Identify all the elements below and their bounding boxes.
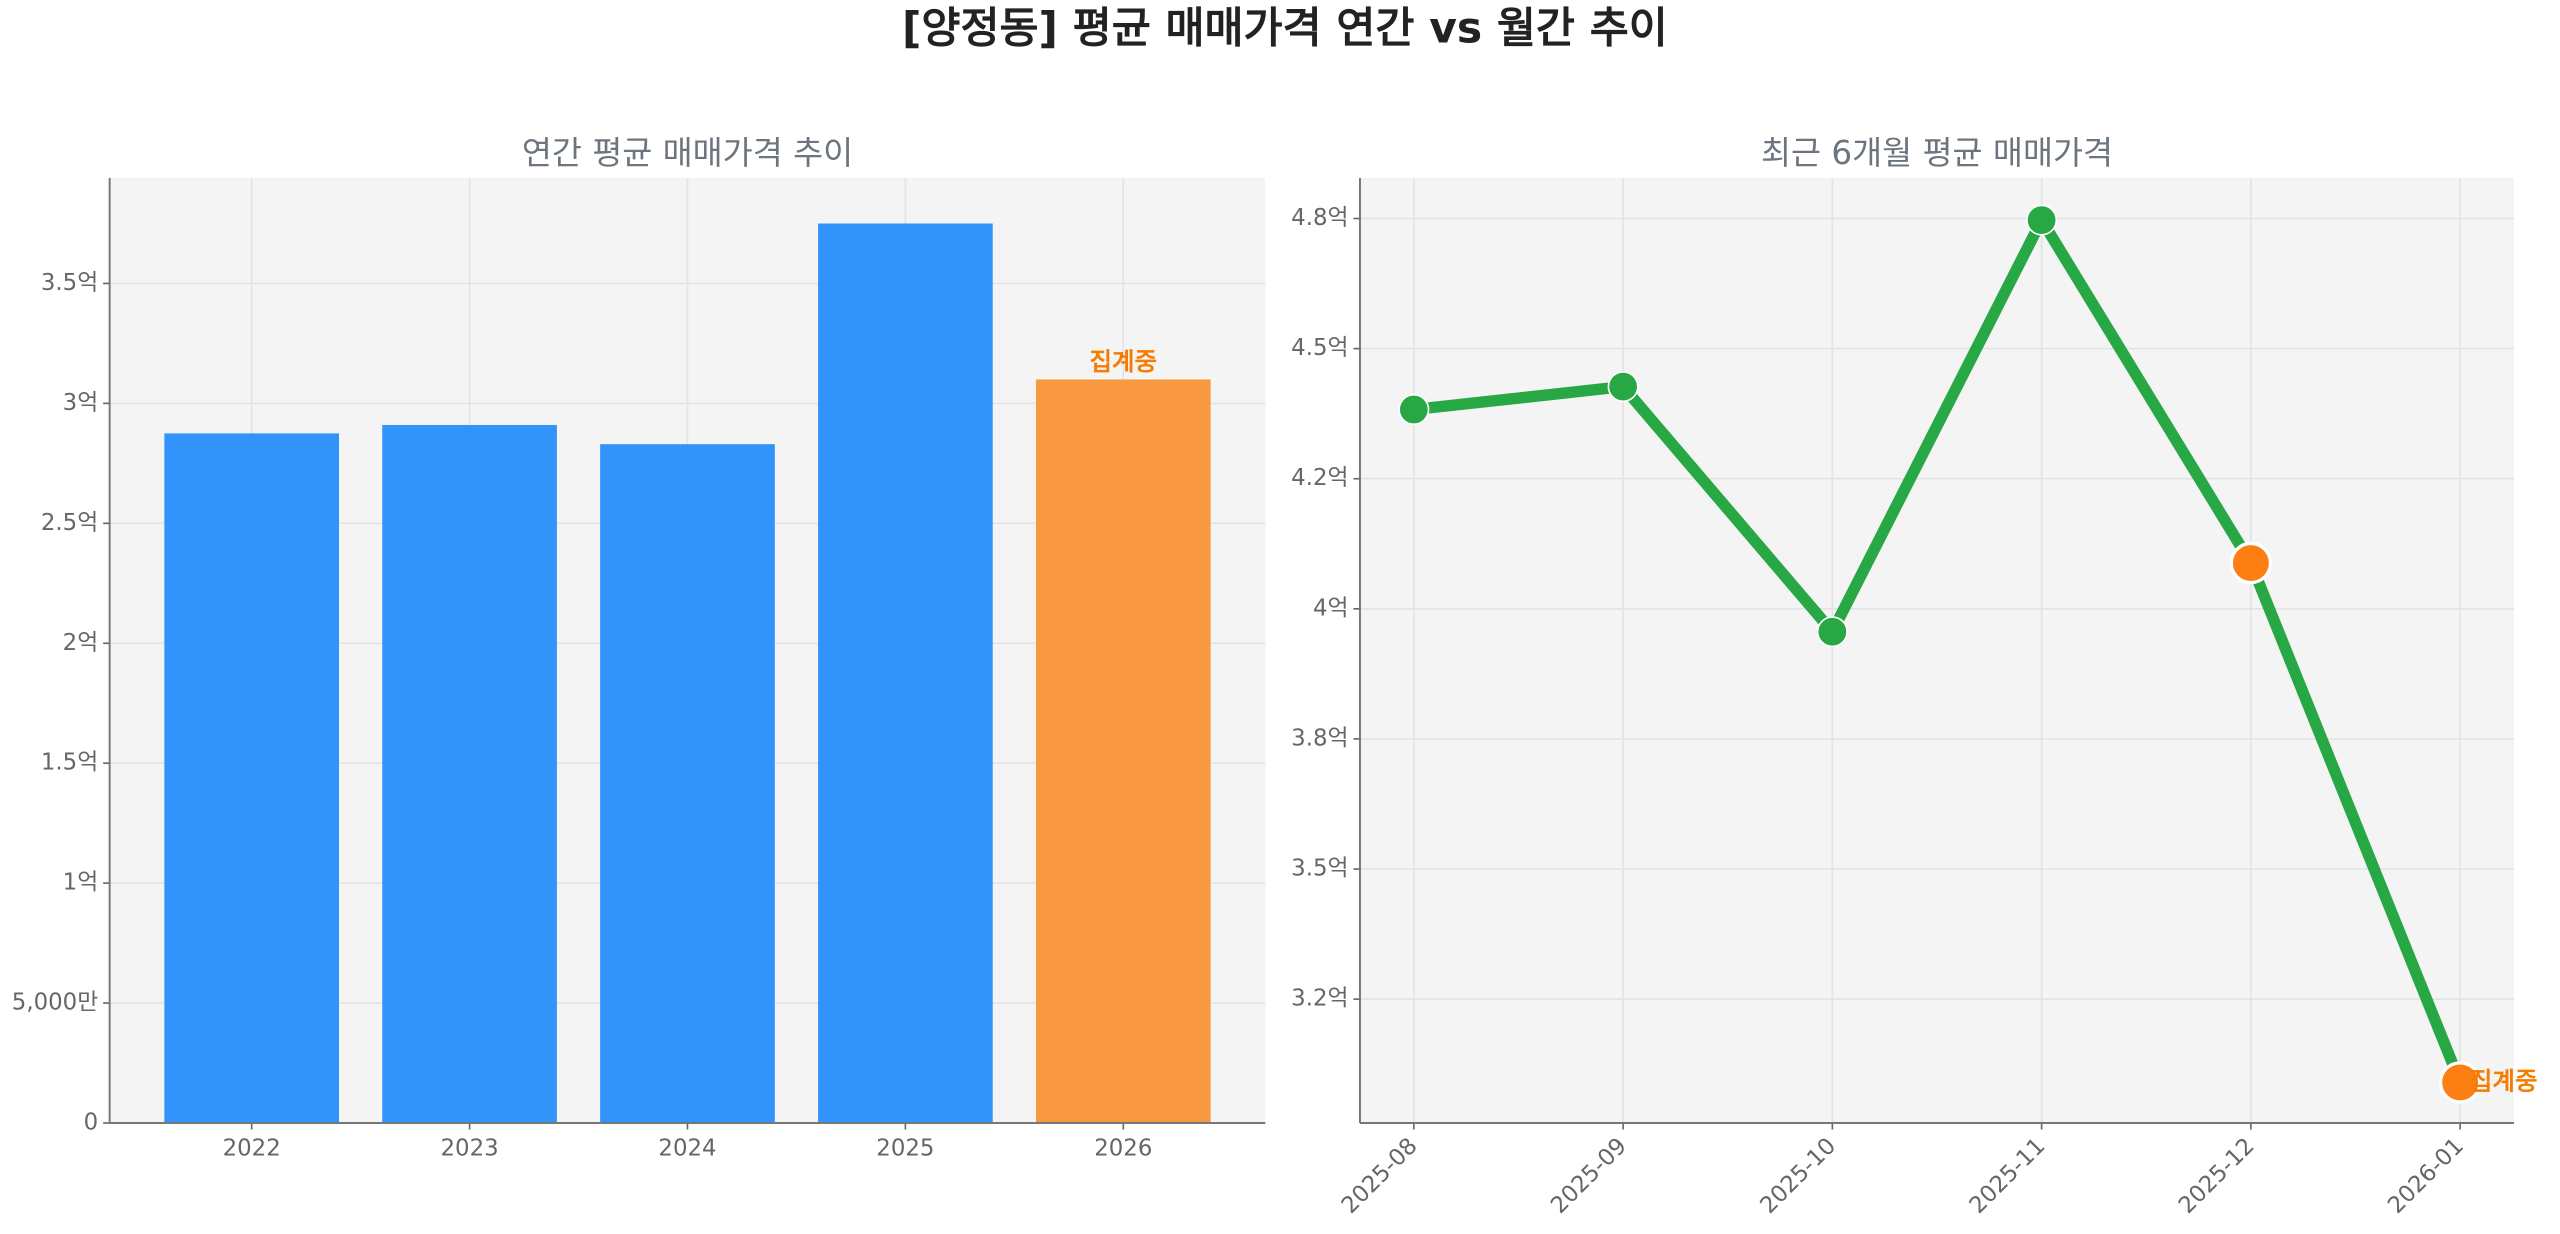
line xyxy=(1413,214,2466,1085)
x-tick-label: 2022 xyxy=(223,1136,281,1162)
y-tick-label: 2.5억 xyxy=(41,510,98,536)
y-tick-label: 3억 xyxy=(63,390,99,416)
marker xyxy=(1398,393,1430,426)
marker xyxy=(2229,541,2273,585)
x-tick-label: 2025 xyxy=(876,1136,934,1162)
annotation: 집계중 xyxy=(1090,347,1158,376)
y-tick-label: 4.8억 xyxy=(1291,205,1348,231)
bar xyxy=(1035,379,1211,1124)
marker xyxy=(1607,371,1639,403)
x-tick-label: 2025-08 xyxy=(1337,1133,1423,1219)
y-tick-label: 4.5억 xyxy=(1291,335,1348,361)
bar xyxy=(164,433,339,1124)
x-tick-label: 2026 xyxy=(1094,1136,1152,1162)
marker xyxy=(1816,616,1848,648)
y-tick-label: 3.5억 xyxy=(41,270,98,296)
y-tick-label: 1억 xyxy=(63,870,99,896)
y-tick-label: 3.5억 xyxy=(1291,856,1348,882)
x-tick-label: 2023 xyxy=(441,1136,499,1162)
y-tick-label: 4.2억 xyxy=(1291,465,1348,491)
chart-title: 연간 평균 매매가격 추이 xyxy=(522,134,853,172)
x-tick-label: 2026-01 xyxy=(2383,1133,2469,1219)
x-tick-label: 2025-11 xyxy=(1965,1133,2051,1219)
y-tick-label: 2억 xyxy=(63,630,99,656)
x-tick-label: 2025-10 xyxy=(1755,1133,1841,1219)
y-tick-label: 3.2억 xyxy=(1291,986,1348,1012)
figure-title: [양정동] 평균 매매가격 연간 vs 월간 추이 xyxy=(902,5,1668,54)
y-tick-label: 0 xyxy=(84,1110,99,1136)
x-tick-label: 2025-09 xyxy=(1546,1133,1632,1219)
y-tick-label: 4억 xyxy=(1313,595,1349,621)
x-tick-label: 2025-12 xyxy=(2174,1133,2260,1219)
y-tick-label: 3.8억 xyxy=(1291,725,1348,751)
marker xyxy=(2438,1061,2482,1104)
bar xyxy=(600,444,775,1124)
annotation: 집계중 xyxy=(2470,1066,2538,1095)
marker xyxy=(2026,204,2058,236)
bar xyxy=(818,223,993,1124)
x-tick-label: 2024 xyxy=(658,1136,716,1162)
bar xyxy=(382,424,557,1124)
y-tick-label: 5,000만 xyxy=(12,990,98,1016)
plot-area xyxy=(1359,177,2514,1124)
y-tick-label: 1.5억 xyxy=(41,750,98,776)
chart-title: 최근 6개월 평균 매매가격 xyxy=(1761,134,2113,172)
